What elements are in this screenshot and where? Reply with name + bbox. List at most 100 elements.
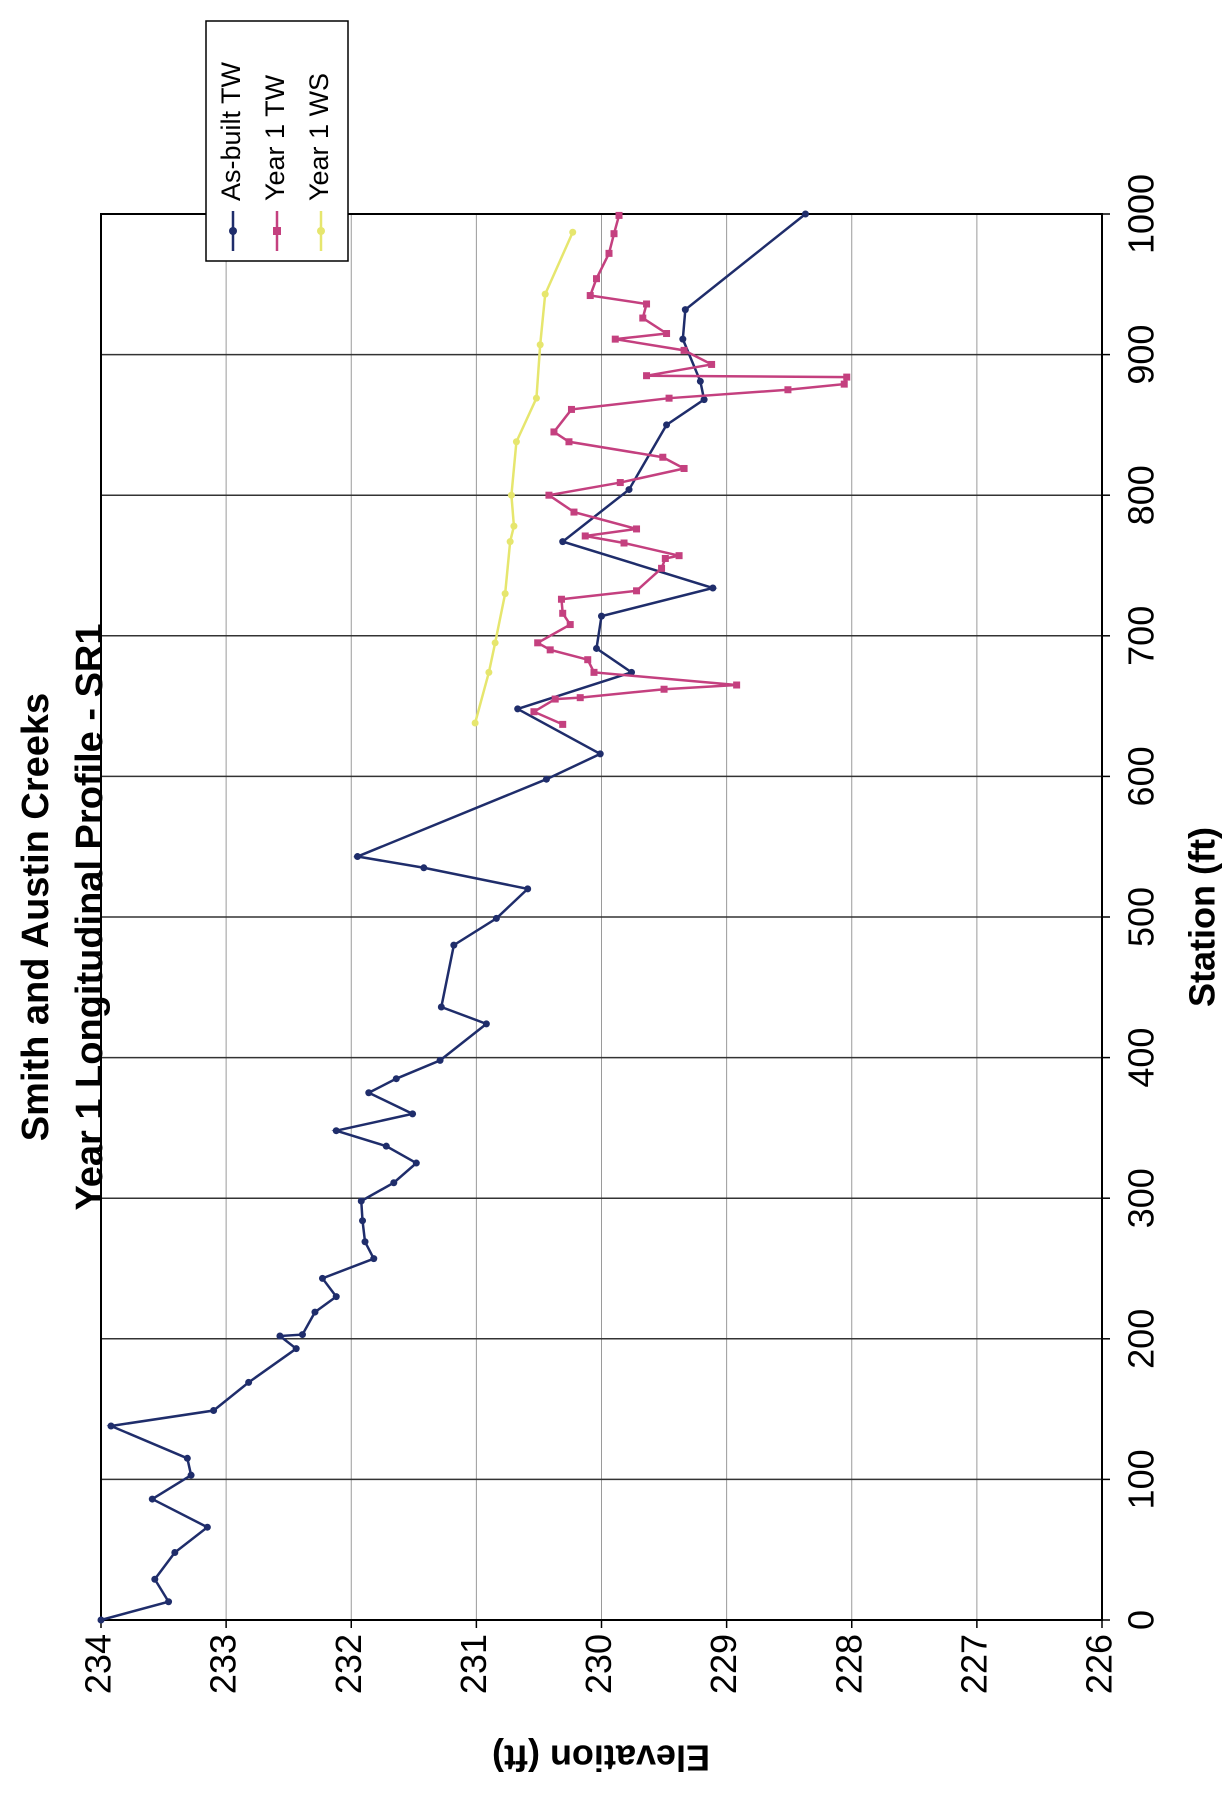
x-tick-label: 0	[1121, 1610, 1162, 1630]
data-point	[584, 656, 592, 664]
y-tick-label: 232	[328, 1634, 369, 1694]
data-point	[696, 377, 704, 385]
data-point	[382, 1142, 390, 1150]
data-point	[559, 609, 567, 617]
data-point	[610, 230, 618, 238]
data-point	[605, 249, 613, 257]
data-point	[633, 587, 641, 595]
data-point	[506, 538, 514, 546]
data-point	[210, 1407, 218, 1415]
data-point	[680, 464, 688, 472]
data-point	[643, 372, 651, 380]
data-point	[507, 491, 515, 499]
data-point	[317, 227, 325, 235]
data-point	[840, 380, 848, 388]
data-point	[680, 346, 688, 354]
y-tick-label: 234	[78, 1634, 119, 1694]
data-point	[643, 300, 651, 308]
data-point	[530, 708, 538, 716]
x-tick-label: 600	[1121, 746, 1162, 806]
data-point	[361, 1238, 369, 1246]
data-point	[359, 1217, 367, 1225]
y-tick-label: 229	[703, 1634, 744, 1694]
x-tick-label: 400	[1121, 1028, 1162, 1088]
data-point	[801, 210, 809, 218]
data-point	[569, 228, 577, 236]
x-tick-label: 700	[1121, 606, 1162, 666]
data-point	[536, 341, 544, 349]
data-point	[615, 211, 623, 219]
data-point	[492, 914, 500, 922]
data-point	[633, 525, 641, 533]
y-tick-label: 228	[828, 1634, 869, 1694]
data-point	[148, 1495, 156, 1503]
data-point	[318, 1274, 326, 1282]
data-point	[420, 864, 428, 872]
data-point	[598, 612, 605, 620]
data-point	[450, 941, 458, 949]
data-point	[709, 584, 717, 592]
data-point	[784, 386, 792, 394]
data-point	[708, 360, 716, 368]
data-point	[620, 539, 628, 547]
data-point	[97, 1616, 105, 1624]
y-tick-label: 233	[203, 1634, 244, 1694]
data-point	[700, 396, 708, 404]
x-axis-title: Station (ft)	[1182, 827, 1223, 1007]
data-point	[660, 685, 668, 693]
data-point	[616, 479, 624, 487]
data-point	[570, 508, 578, 516]
data-point	[390, 1179, 398, 1187]
data-point	[546, 646, 554, 654]
data-point	[625, 486, 633, 494]
data-point	[471, 719, 479, 727]
series-line	[531, 215, 849, 726]
data-point	[229, 227, 237, 235]
data-point	[581, 532, 589, 540]
plot-area	[97, 210, 851, 1624]
data-point	[567, 405, 575, 413]
data-point	[566, 621, 574, 629]
data-point	[557, 595, 565, 603]
data-point	[245, 1378, 253, 1386]
x-tick-label: 1000	[1121, 174, 1162, 254]
data-point	[532, 394, 540, 402]
data-point	[534, 639, 542, 647]
legend: As-built TW Year 1 TW Year 1 WS	[205, 20, 349, 262]
data-point	[611, 335, 619, 343]
data-point	[665, 394, 673, 402]
data-point	[187, 1471, 195, 1479]
data-point	[354, 853, 362, 861]
data-point	[165, 1598, 173, 1606]
legend-label: Year 1 TW	[260, 74, 290, 201]
data-point	[592, 275, 600, 283]
y-tick-label: 227	[953, 1634, 994, 1694]
series-line	[473, 231, 574, 724]
x-tick-label: 200	[1121, 1309, 1162, 1369]
legend-box	[205, 20, 349, 262]
data-point	[365, 1089, 373, 1097]
data-point	[542, 775, 550, 783]
data-point	[357, 1197, 365, 1205]
data-point	[311, 1308, 319, 1316]
data-point	[843, 373, 851, 381]
data-point	[592, 644, 600, 652]
data-point	[276, 1332, 284, 1340]
y-tick-label: 226	[1079, 1634, 1120, 1694]
x-tick-label: 900	[1121, 325, 1162, 385]
data-point	[409, 1110, 417, 1118]
data-point	[661, 554, 669, 562]
y-tick-label: 231	[453, 1634, 494, 1694]
data-point	[586, 292, 594, 300]
data-point	[550, 428, 558, 436]
data-point	[298, 1331, 306, 1339]
data-point	[590, 668, 598, 676]
data-point	[491, 639, 499, 647]
data-point	[675, 552, 683, 560]
data-point	[565, 438, 573, 446]
data-point	[203, 1523, 211, 1531]
chart-title: Smith and Austin Creeks	[15, 693, 57, 1141]
data-point	[733, 681, 741, 689]
data-point	[273, 227, 281, 235]
